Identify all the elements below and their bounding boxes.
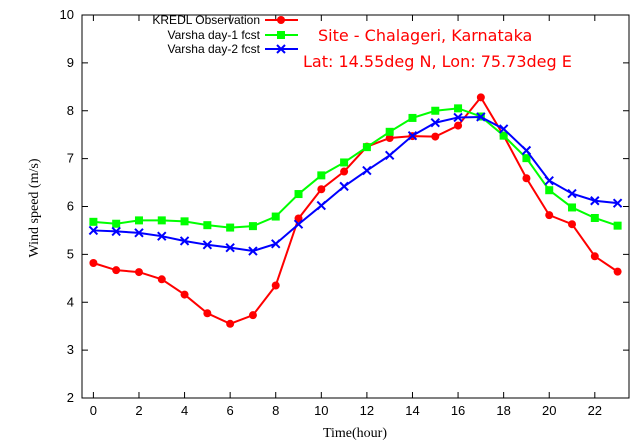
legend-label-day2: Varsha day-2 fcst bbox=[168, 42, 261, 56]
data-point bbox=[317, 202, 325, 210]
data-point bbox=[522, 146, 530, 154]
data-point bbox=[181, 217, 189, 225]
data-point bbox=[408, 114, 416, 122]
data-point bbox=[545, 177, 553, 185]
x-tick-label: 4 bbox=[181, 403, 188, 418]
x-tick-label: 0 bbox=[90, 403, 97, 418]
data-point bbox=[89, 218, 97, 226]
data-point bbox=[454, 104, 462, 112]
legend-marker-observation bbox=[277, 16, 285, 24]
series-line-observation bbox=[93, 97, 617, 323]
data-point bbox=[317, 185, 325, 193]
data-point bbox=[158, 275, 166, 283]
data-point bbox=[272, 281, 280, 289]
data-point bbox=[135, 268, 143, 276]
legend-label-observation: KREDL Observation bbox=[152, 13, 260, 27]
data-point bbox=[431, 107, 439, 115]
series-observation bbox=[89, 93, 621, 327]
data-point bbox=[591, 214, 599, 222]
x-tick-label: 20 bbox=[542, 403, 556, 418]
data-point bbox=[226, 320, 234, 328]
y-tick-label: 6 bbox=[67, 199, 74, 214]
location-annotation: Lat: 14.55deg N, Lon: 75.73deg E bbox=[303, 52, 572, 71]
series-day2-fcst bbox=[89, 113, 621, 255]
data-point bbox=[158, 216, 166, 224]
plot-frame bbox=[82, 15, 629, 398]
data-point bbox=[295, 190, 303, 198]
data-point bbox=[386, 151, 394, 159]
series-day1-fcst bbox=[89, 104, 621, 231]
x-tick-label: 10 bbox=[314, 403, 328, 418]
y-tick-label: 10 bbox=[60, 7, 74, 22]
x-tick-label: 22 bbox=[588, 403, 602, 418]
data-point bbox=[591, 252, 599, 260]
data-point bbox=[203, 221, 211, 229]
data-point bbox=[135, 216, 143, 224]
data-point bbox=[340, 158, 348, 166]
y-axis-label: Wind speed (m/s) bbox=[27, 158, 42, 257]
data-point bbox=[112, 266, 120, 274]
x-tick-label: 6 bbox=[227, 403, 234, 418]
data-point bbox=[317, 171, 325, 179]
data-point bbox=[249, 222, 257, 230]
data-point bbox=[249, 311, 257, 319]
data-point bbox=[112, 220, 120, 228]
series-layer bbox=[89, 93, 621, 327]
data-point bbox=[568, 220, 576, 228]
x-tick-label: 8 bbox=[272, 403, 279, 418]
x-axis-label: Time(hour) bbox=[323, 426, 387, 441]
legend-label-day1: Varsha day-1 fcst bbox=[168, 28, 261, 42]
legend: KREDL Observation Varsha day-1 fcst Vars… bbox=[152, 13, 298, 56]
data-point bbox=[340, 168, 348, 176]
y-tick-label: 4 bbox=[67, 294, 74, 309]
y-tick-label: 5 bbox=[67, 246, 74, 261]
data-point bbox=[454, 122, 462, 130]
x-tick-label: 18 bbox=[496, 403, 510, 418]
x-tick-label: 12 bbox=[360, 403, 374, 418]
data-point bbox=[386, 128, 394, 136]
data-point bbox=[614, 222, 622, 230]
y-tick-label: 9 bbox=[67, 55, 74, 70]
data-point bbox=[614, 268, 622, 276]
data-point bbox=[522, 174, 530, 182]
data-point bbox=[203, 309, 211, 317]
data-point bbox=[477, 93, 485, 101]
data-point bbox=[272, 213, 280, 221]
x-tick-label: 14 bbox=[405, 403, 419, 418]
y-tick-label: 8 bbox=[67, 103, 74, 118]
data-point bbox=[431, 133, 439, 141]
y-tick-label: 2 bbox=[67, 390, 74, 405]
data-point bbox=[363, 143, 371, 151]
data-point bbox=[181, 291, 189, 299]
legend-marker-day1 bbox=[277, 31, 285, 39]
data-point bbox=[545, 211, 553, 219]
x-tick-label: 2 bbox=[135, 403, 142, 418]
y-tick-label: 7 bbox=[67, 151, 74, 166]
data-point bbox=[226, 224, 234, 232]
site-annotation: Site - Chalageri, Karnataka bbox=[318, 26, 532, 45]
data-point bbox=[89, 259, 97, 267]
data-point bbox=[568, 203, 576, 211]
data-point bbox=[545, 186, 553, 194]
data-point bbox=[363, 167, 371, 175]
series-line-day2-fcst bbox=[93, 117, 617, 251]
x-tick-label: 16 bbox=[451, 403, 465, 418]
data-point bbox=[340, 182, 348, 190]
y-tick-label: 3 bbox=[67, 342, 74, 357]
